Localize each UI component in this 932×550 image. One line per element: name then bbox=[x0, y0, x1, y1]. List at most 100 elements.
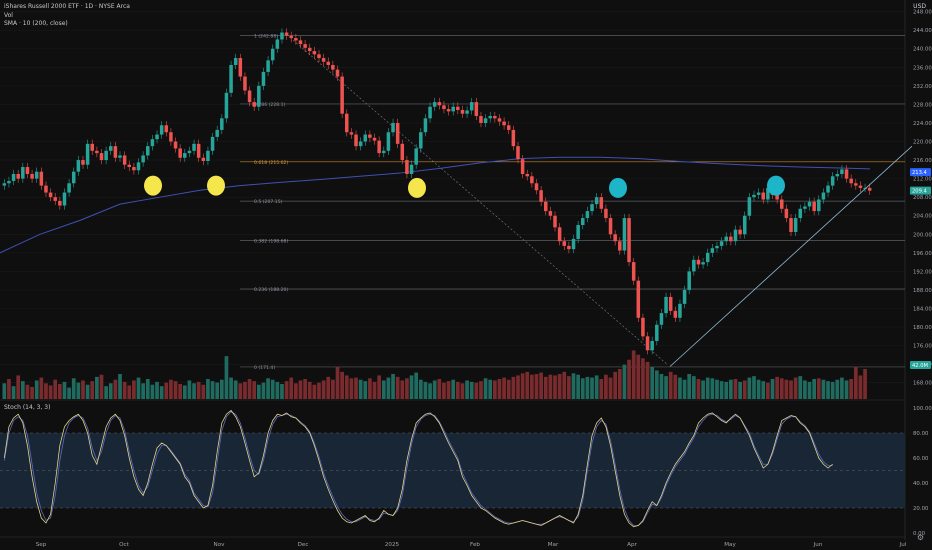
volume-bar bbox=[710, 378, 715, 399]
candle-body bbox=[738, 229, 742, 235]
volume-bar bbox=[747, 377, 752, 399]
stoch-axis-label: 60.00 bbox=[913, 456, 929, 462]
stoch-axis-label: 0.00 bbox=[913, 531, 926, 537]
candle-body bbox=[192, 143, 196, 151]
candle-body bbox=[307, 47, 312, 52]
candle-body bbox=[622, 218, 627, 251]
price-axis-label: 240.00 bbox=[913, 47, 932, 53]
candle-body bbox=[742, 215, 747, 235]
volume-bar bbox=[372, 381, 377, 399]
volume-bar bbox=[858, 375, 863, 399]
volume-bar bbox=[488, 379, 493, 399]
volume-bar bbox=[479, 381, 483, 399]
volume-bar bbox=[118, 374, 122, 399]
candle-body bbox=[30, 173, 34, 179]
volume-bar bbox=[590, 377, 594, 399]
volume-bar bbox=[335, 366, 340, 399]
candle-body bbox=[243, 76, 247, 91]
fib-level-label: 0.786 (228.1) bbox=[254, 102, 286, 108]
volume-bar bbox=[525, 371, 530, 399]
candle-body bbox=[807, 201, 812, 207]
volume-bar bbox=[492, 380, 497, 399]
volume-bar bbox=[358, 379, 363, 399]
candle-body bbox=[382, 150, 386, 154]
price-badge-label: 209.4 bbox=[912, 189, 928, 195]
volume-bar bbox=[483, 378, 488, 399]
candle-body bbox=[803, 206, 807, 209]
volume-bar bbox=[233, 380, 238, 399]
candle-body bbox=[710, 248, 715, 253]
volume-bar bbox=[816, 378, 821, 399]
candle-body bbox=[215, 129, 219, 137]
candle-body bbox=[594, 197, 599, 205]
candle-body bbox=[132, 167, 136, 171]
candle-body bbox=[798, 208, 803, 219]
time-axis-label: 2025 bbox=[385, 542, 400, 548]
stoch-axis-label: 80.00 bbox=[913, 431, 929, 437]
candle-body bbox=[682, 289, 687, 304]
stoch-legend[interactable]: Stoch (14, 3, 3) bbox=[4, 404, 51, 411]
volume-bar bbox=[645, 361, 650, 399]
volume-bar bbox=[715, 379, 719, 399]
volume-bar bbox=[294, 383, 298, 399]
volume-bar bbox=[474, 382, 479, 399]
candle-body bbox=[58, 200, 62, 206]
sma-legend[interactable]: SMA · 10 (200, close) bbox=[4, 20, 68, 27]
symbol-legend[interactable]: iShares Russell 2000 ETF · 1D · NYSE Arc… bbox=[4, 3, 130, 10]
candle-body bbox=[178, 148, 182, 158]
candle-body bbox=[636, 280, 641, 318]
candle-body bbox=[729, 236, 733, 242]
gear-icon[interactable]: ⚙ bbox=[916, 533, 924, 542]
candle-body bbox=[687, 271, 691, 290]
candle-body bbox=[67, 183, 71, 193]
price-axis-label: 168.00 bbox=[913, 381, 932, 387]
candle-body bbox=[664, 296, 668, 314]
candle-body bbox=[386, 132, 391, 151]
candle-body bbox=[826, 185, 830, 193]
price-axis-label: 192.00 bbox=[913, 269, 932, 275]
volume-bar bbox=[340, 371, 344, 399]
volume-bar bbox=[289, 377, 294, 399]
volume-legend[interactable]: Vol bbox=[4, 12, 13, 19]
candle-body bbox=[326, 61, 331, 65]
candle-body bbox=[599, 197, 604, 209]
volume-bar bbox=[7, 379, 11, 399]
volume-bar bbox=[668, 371, 673, 399]
volume-bar bbox=[95, 376, 99, 399]
volume-bar bbox=[141, 383, 145, 399]
volume-bar bbox=[608, 377, 613, 399]
candle-body bbox=[298, 40, 303, 45]
volume-bar bbox=[303, 379, 307, 399]
volume-bar bbox=[585, 376, 590, 399]
candle-body bbox=[81, 160, 85, 165]
candle-body bbox=[590, 204, 594, 212]
price-axis-label: 204.00 bbox=[913, 214, 932, 220]
candle-body bbox=[789, 218, 793, 232]
volume-bar bbox=[636, 354, 641, 399]
volume-bar bbox=[849, 379, 854, 399]
volume-bar bbox=[455, 381, 460, 399]
candle-body bbox=[400, 143, 405, 161]
volume-bar bbox=[613, 371, 618, 399]
stoch-axis-label: 20.00 bbox=[913, 506, 929, 512]
volume-bar bbox=[169, 379, 173, 399]
fib-level-label: 1 (242.88) bbox=[254, 33, 278, 39]
candle-body bbox=[432, 102, 437, 107]
volume-bar bbox=[432, 380, 437, 399]
candle-body bbox=[44, 185, 48, 193]
volume-bar bbox=[752, 376, 756, 399]
volume-bar bbox=[354, 377, 358, 399]
candle-body bbox=[483, 118, 488, 123]
volume-bar bbox=[11, 386, 16, 399]
volume-bar bbox=[71, 378, 76, 399]
candle-body bbox=[817, 199, 821, 212]
candle-body bbox=[252, 102, 256, 107]
candle-body bbox=[715, 245, 719, 249]
volume-bar bbox=[122, 381, 127, 399]
price-badge bbox=[910, 186, 931, 195]
candle-body bbox=[659, 313, 664, 325]
volume-bar bbox=[363, 381, 368, 399]
volume-bar bbox=[756, 379, 761, 399]
volume-bar bbox=[775, 376, 779, 399]
